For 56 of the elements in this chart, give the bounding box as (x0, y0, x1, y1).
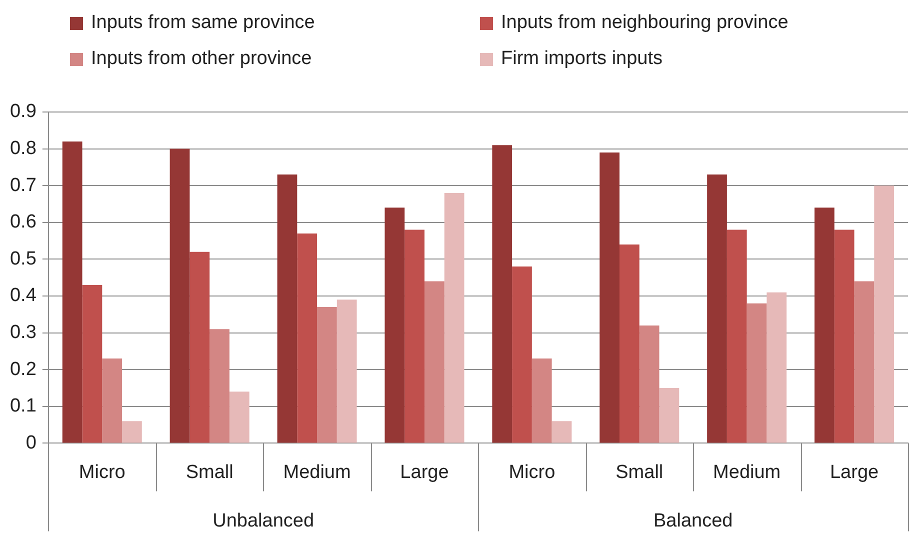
bar (384, 208, 405, 443)
bar (317, 307, 337, 443)
bar (229, 392, 250, 443)
bar (659, 388, 680, 443)
bar (336, 300, 357, 443)
bar (874, 186, 894, 443)
x-tick-label: Micro (508, 462, 556, 483)
y-tick-label: 0.4 (10, 285, 37, 306)
y-tick-label: 0.8 (10, 138, 36, 160)
x-tick-label: Small (616, 462, 664, 483)
bar (277, 174, 298, 443)
y-tick-label: 0.2 (10, 358, 36, 380)
bar (834, 230, 854, 443)
bar (532, 358, 552, 443)
bar (854, 281, 874, 443)
x-tick-label: Small (186, 462, 234, 483)
bar (210, 329, 230, 443)
bar (82, 284, 102, 443)
x-tick-label: Medium (283, 462, 351, 483)
bar (424, 281, 444, 443)
bar (492, 145, 512, 443)
y-tick-label: 0.5 (10, 248, 36, 270)
bar (512, 266, 532, 443)
bar (746, 303, 767, 443)
bar (552, 421, 572, 443)
bar (766, 292, 787, 443)
bar (102, 358, 122, 443)
y-tick-label: 0 (26, 432, 36, 454)
bar (620, 244, 640, 443)
y-tick-label: 0.6 (10, 212, 36, 233)
bar (297, 233, 318, 443)
x-tick-label: Large (830, 462, 879, 483)
bar (170, 148, 190, 443)
bar (707, 174, 727, 443)
legend-label: Inputs from other province (91, 48, 312, 70)
legend-label: Firm imports inputs (501, 48, 663, 70)
y-tick-label: 0.3 (10, 322, 36, 344)
bar (190, 252, 210, 443)
bar (404, 230, 424, 443)
bar (122, 421, 142, 443)
y-tick-label: 0.1 (10, 396, 36, 417)
bar (62, 141, 82, 443)
legend-label: Inputs from neighbouring province (501, 12, 788, 34)
x-tick-label: Large (400, 462, 449, 483)
bar (444, 192, 464, 443)
bar (726, 230, 747, 443)
bar (639, 325, 660, 443)
text: Balanced (653, 510, 733, 532)
text: Unbalanced (212, 510, 314, 532)
bar (600, 152, 620, 443)
y-tick-label: 0.7 (10, 174, 36, 196)
legend-label: Inputs from same province (91, 12, 315, 34)
y-tick-label: 0.9 (10, 101, 36, 122)
x-tick-label: Medium (713, 462, 781, 483)
x-tick-label: Micro (78, 462, 126, 483)
bar (814, 208, 834, 443)
